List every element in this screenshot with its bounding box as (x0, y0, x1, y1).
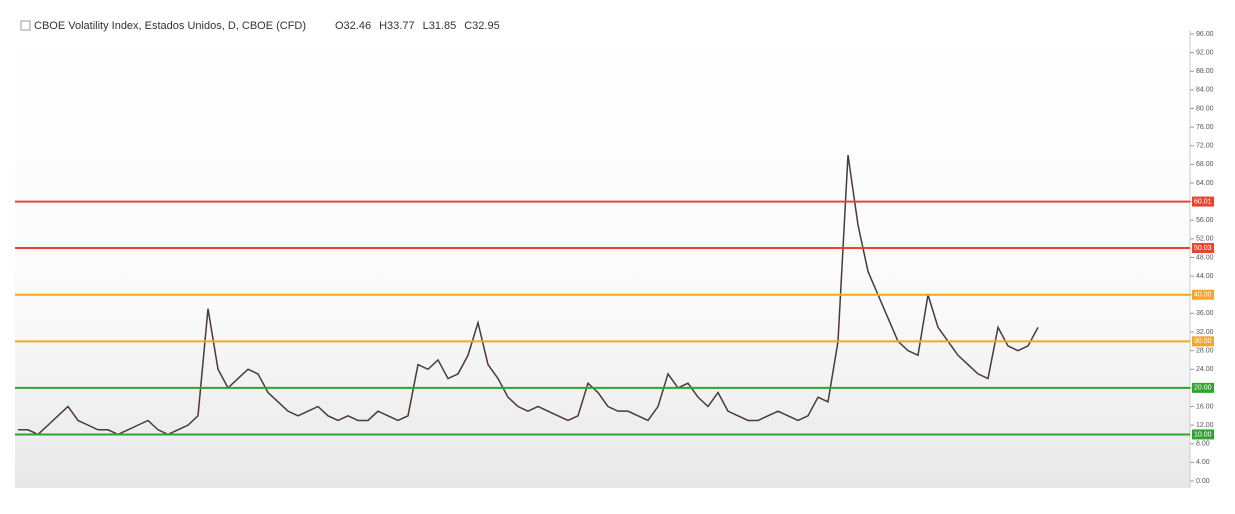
ohlc-value: C32.95 (464, 20, 499, 32)
y-tick-label: 52.00 (1196, 236, 1214, 243)
level-label-box (1192, 382, 1214, 393)
level-label-box (1192, 429, 1214, 440)
y-tick-label: 24.00 (1196, 366, 1214, 373)
y-tick-label: 32.00 (1196, 329, 1214, 336)
level-label: 60.01 (1194, 198, 1212, 205)
ohlc-value: O32.46 (335, 20, 371, 32)
y-tick-label: 56.00 (1196, 217, 1214, 224)
level-label-box (1192, 336, 1214, 347)
level-label: 30.00 (1194, 338, 1212, 345)
price-line (18, 154, 1039, 436)
collapse-icon[interactable] (20, 20, 31, 31)
y-tick-label: 96.00 (1196, 31, 1214, 38)
level-label: 50.03 (1194, 245, 1212, 252)
chart-title: CBOE Volatility Index, Estados Unidos, D… (34, 20, 306, 32)
y-tick-label: 84.00 (1196, 87, 1214, 94)
y-tick-label: 68.00 (1196, 161, 1214, 168)
level-label-box (1192, 243, 1214, 254)
y-tick-label: 44.00 (1196, 273, 1214, 280)
y-tick-label: 8.00 (1196, 441, 1210, 448)
y-tick-label: 64.00 (1196, 180, 1214, 187)
y-tick-label: 76.00 (1196, 124, 1214, 131)
y-tick-label: 88.00 (1196, 68, 1214, 75)
level-label: 40.00 (1194, 292, 1212, 299)
level-label-box (1192, 196, 1214, 207)
level-label: 10.00 (1194, 431, 1212, 438)
y-tick-label: 16.00 (1196, 403, 1214, 410)
y-tick-label: 92.00 (1196, 49, 1214, 56)
y-tick-label: 80.00 (1196, 105, 1214, 112)
y-tick-label: 36.00 (1196, 310, 1214, 317)
y-tick-label: 72.00 (1196, 143, 1214, 150)
y-tick-label: 28.00 (1196, 347, 1214, 354)
ohlc-value: L31.85 (423, 20, 457, 32)
plot-background (15, 30, 1190, 488)
level-label: 20.00 (1194, 385, 1212, 392)
y-tick-label: 12.00 (1196, 422, 1214, 429)
y-tick-label: 48.00 (1196, 254, 1214, 261)
y-tick-label: 0.00 (1196, 478, 1210, 485)
ohlc-values: O32.46 H33.77 L31.85 C32.95 (335, 20, 500, 32)
level-label-box (1192, 289, 1214, 300)
ohlc-value: H33.77 (379, 20, 414, 32)
y-tick-label: 4.00 (1196, 459, 1210, 466)
